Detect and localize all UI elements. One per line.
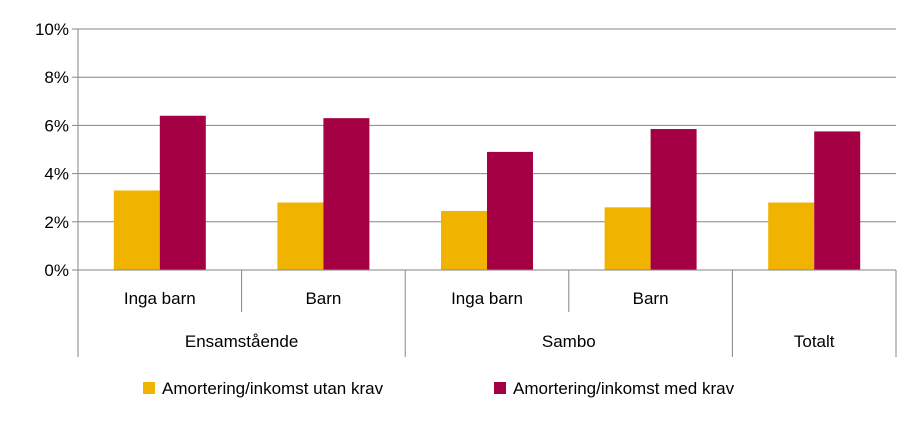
bar-med-krav: [487, 151, 533, 270]
bar-med-krav: [323, 118, 370, 270]
legend-swatch-med-krav: [494, 382, 506, 394]
category-label: Inga barn: [124, 289, 196, 308]
legend-label-utan-krav: Amortering/inkomst utan krav: [162, 379, 384, 398]
bar-utan-krav: [604, 207, 651, 270]
bar-utan-krav: [768, 202, 815, 270]
y-tick-label: 2%: [44, 213, 69, 232]
category-labels: Inga barn Barn Ensamstående Inga barn Barn Sa…: [124, 270, 897, 357]
legend: Amortering/inkomst utan krav Amortering/…: [143, 379, 735, 398]
bar-utan-krav: [441, 210, 487, 270]
legend-label-med-krav: Amortering/inkomst med krav: [513, 379, 735, 398]
y-tick-label: 6%: [44, 116, 69, 135]
bar-med-krav: [814, 131, 861, 270]
group-label: Totalt: [794, 332, 835, 351]
bar-med-krav: [159, 115, 206, 270]
category-label: Barn: [633, 289, 669, 308]
y-tick-label: 8%: [44, 68, 69, 87]
group-label: Sambo: [542, 332, 596, 351]
bars: [113, 115, 861, 270]
legend-swatch-utan-krav: [143, 382, 155, 394]
bar-utan-krav: [113, 190, 160, 270]
bar-utan-krav: [277, 202, 324, 270]
y-tick-label: 0%: [44, 261, 69, 280]
y-axis-ticks: 0% 2% 4% 6% 8% 10%: [35, 20, 78, 280]
gridlines: [78, 28, 896, 223]
category-label: Inga barn: [451, 289, 523, 308]
category-label: Barn: [305, 289, 341, 308]
y-tick-label: 10%: [35, 20, 69, 39]
bar-med-krav: [650, 129, 697, 270]
group-label: Ensamstående: [185, 332, 298, 351]
axes: [77, 29, 896, 357]
y-tick-label: 4%: [44, 165, 69, 184]
